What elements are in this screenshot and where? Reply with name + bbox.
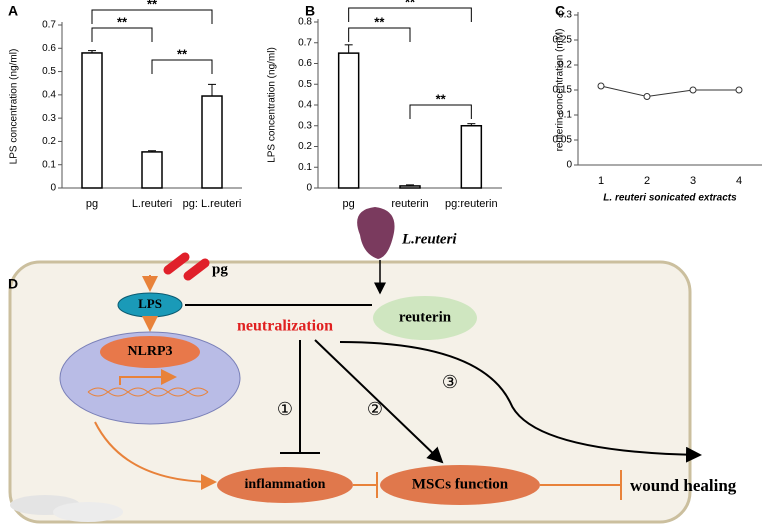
y-tick-label: 0.15 — [553, 85, 573, 96]
y-tick-label: 0.5 — [42, 66, 56, 77]
dna — [87, 387, 209, 397]
panel-label: B — [305, 3, 315, 19]
significance-bracket — [91, 9, 213, 24]
significance-bracket — [348, 7, 472, 22]
inflammation-node — [217, 467, 353, 503]
arrow — [94, 421, 217, 490]
bar — [201, 95, 223, 189]
reuterin-label: reuterin — [399, 309, 452, 325]
y-tick-label: 0 — [50, 183, 56, 194]
y-tick-label: 0 — [306, 183, 312, 194]
y-tick-label: 0.3 — [42, 113, 56, 124]
y-axis-title: reuterin concentration (mM) — [555, 29, 566, 152]
cell — [8, 260, 692, 524]
bar — [399, 185, 421, 189]
significance-bracket — [91, 27, 153, 42]
significance-label: ** — [117, 14, 128, 29]
y-tick-label: 0.7 — [42, 20, 56, 31]
bar — [337, 52, 360, 189]
arrow — [339, 341, 702, 463]
point — [643, 93, 651, 100]
significance-bracket — [348, 27, 411, 42]
y-tick-label: 0.1 — [558, 110, 572, 121]
y-tick-label: 0.25 — [553, 35, 573, 46]
y-axis-title: LPS concentration (ng/ml) — [267, 47, 278, 163]
decor — [53, 502, 123, 522]
pg-label: pg — [212, 261, 228, 277]
significance-label: ** — [147, 0, 158, 11]
panel-label: D — [8, 276, 18, 292]
significance-label: ** — [436, 91, 447, 106]
x-tick-label: 3 — [690, 175, 696, 187]
significance-bracket — [151, 59, 213, 74]
x-tick-label: 2 — [644, 175, 650, 187]
x-tick-label: pg: L.reuteri — [183, 198, 242, 210]
reuterin-node — [373, 296, 477, 340]
significance-label: ** — [405, 0, 416, 9]
arrow — [119, 369, 177, 385]
y-tick-label: 0.6 — [42, 43, 56, 54]
y-tick-label: 0.6 — [298, 58, 312, 69]
y-axis-title: LPS concentration (ng/ml) — [9, 49, 20, 165]
x-axis-title: L. reuteri sonicated extracts — [603, 193, 737, 204]
x-tick-label: 1 — [598, 175, 604, 187]
y-tick-label: 0.1 — [298, 162, 312, 173]
y-tick-label: 0.4 — [298, 100, 312, 111]
bacterium — [163, 252, 190, 275]
arrow — [314, 339, 444, 464]
lps-label: LPS — [138, 296, 162, 311]
x-tick-label: pg — [343, 198, 355, 210]
x-tick-label: 4 — [736, 175, 742, 187]
nlrp3-label: NLRP3 — [127, 344, 172, 359]
panel-label: C — [555, 3, 565, 19]
y-tick-label: 0 — [566, 160, 572, 171]
l-reuteri-label: L.reuteri — [401, 231, 457, 247]
y-tick-label: 0.7 — [298, 37, 312, 48]
y-tick-label: 0.3 — [558, 10, 572, 21]
nlrp3-node — [100, 336, 200, 368]
y-tick-label: 0.8 — [298, 17, 312, 28]
msc-label: MSCs function — [412, 476, 509, 492]
wound-healing-label: wound healing — [630, 476, 737, 495]
point — [735, 86, 743, 94]
x-tick-label: L.reuteri — [132, 198, 172, 210]
bacterium — [183, 258, 210, 281]
l-reuteri-icon — [357, 207, 395, 259]
bar — [460, 125, 483, 189]
point — [597, 82, 605, 90]
y-tick-label: 0.4 — [42, 89, 56, 100]
y-tick-label: 0.5 — [298, 79, 312, 90]
x-tick-label: pg — [86, 198, 98, 210]
inflammation-label: inflammation — [245, 477, 326, 492]
panel-label: A — [8, 3, 18, 19]
significance-label: ** — [374, 14, 385, 29]
neutralization-label: neutralization — [237, 318, 333, 335]
y-tick-label: 0.2 — [298, 141, 312, 152]
y-tick-label: 0.3 — [298, 120, 312, 131]
x-tick-label: reuterin — [391, 198, 428, 210]
line — [600, 85, 739, 98]
y-tick-label: 0.05 — [553, 135, 573, 146]
bar — [141, 151, 163, 189]
significance-bracket — [409, 104, 472, 119]
step: ① — [277, 399, 293, 419]
y-tick-label: 0.2 — [558, 60, 572, 71]
charts: A LPS concentration (ng/ml) 0 0.1 0.2 0.3 0.4 0… — [8, 0, 762, 210]
diagram: D pg L.reuteri LPS reuterin neutralizati… — [8, 207, 737, 524]
msc-node — [380, 465, 540, 505]
step: ③ — [442, 372, 458, 392]
significance-label: ** — [177, 46, 188, 61]
point — [689, 86, 697, 94]
step: ② — [367, 399, 383, 419]
y-tick-label: 0.2 — [42, 136, 56, 147]
x-tick-label: pg:reuterin — [445, 198, 498, 210]
bar — [81, 52, 103, 189]
y-tick-label: 0.1 — [42, 159, 56, 170]
